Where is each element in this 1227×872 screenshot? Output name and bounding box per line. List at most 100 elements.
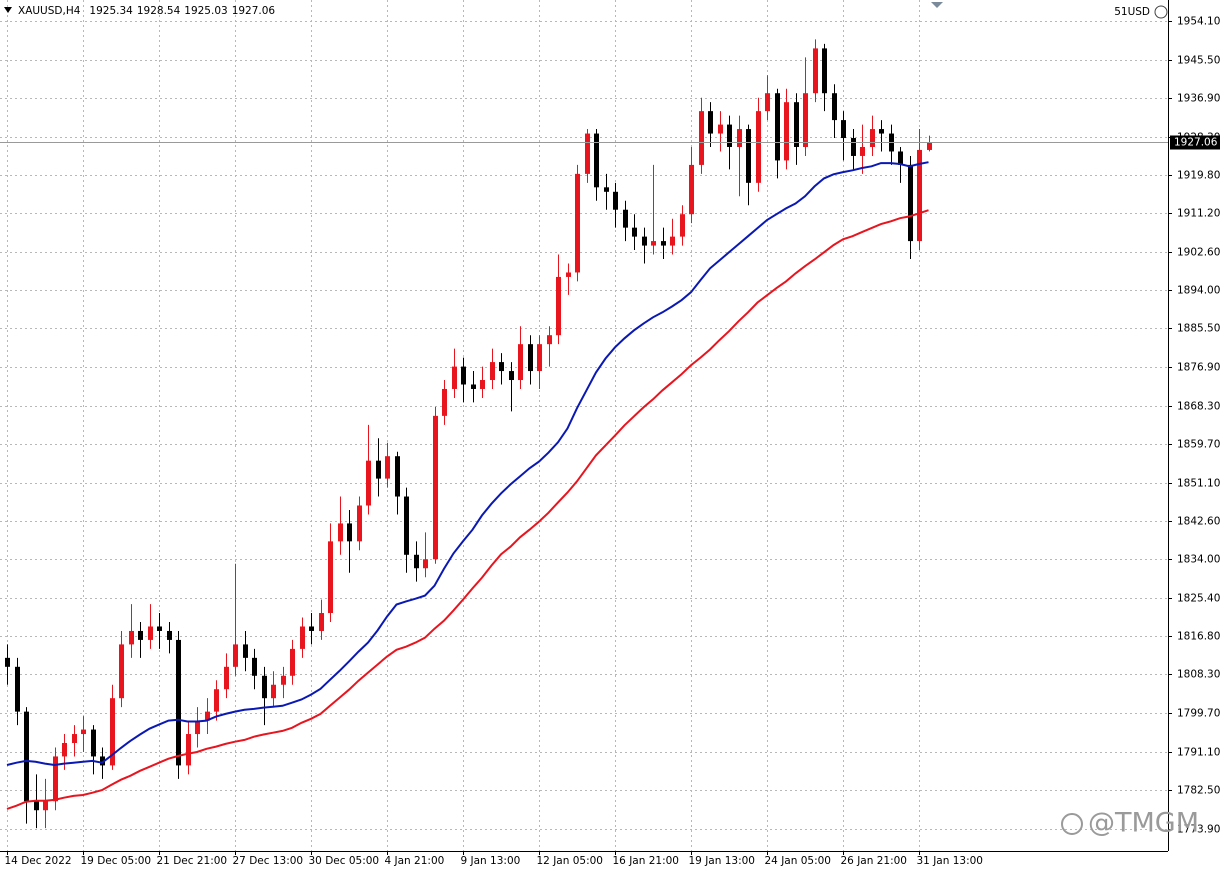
candle-body — [300, 626, 305, 649]
account-icon[interactable] — [1154, 5, 1168, 19]
y-tick-label: 1954.10 — [1177, 16, 1220, 28]
candle-body — [186, 734, 191, 766]
y-tick-label: 1808.30 — [1177, 669, 1220, 681]
candle-body — [214, 689, 219, 712]
candle-body — [452, 366, 457, 389]
y-tick-label: 1834.00 — [1177, 554, 1220, 566]
moving-average — [6, 161, 929, 767]
header-low: 1925.03 — [184, 5, 227, 17]
y-tick-label: 1868.30 — [1177, 401, 1220, 413]
y-tick-label: 1876.90 — [1177, 362, 1220, 374]
candle-body — [347, 523, 352, 542]
candle-body — [547, 335, 552, 345]
candle-body — [461, 366, 466, 385]
candle-body — [110, 698, 115, 766]
candle-body — [585, 133, 590, 174]
menu-arrow[interactable] — [4, 7, 12, 13]
candle-body — [480, 380, 485, 389]
y-tick-label: 1919.80 — [1177, 170, 1220, 182]
price-tag — [1170, 135, 1220, 150]
x-tick-label: 19 Dec 05:00 — [81, 855, 152, 867]
candle-body — [632, 227, 637, 237]
candle-body — [81, 729, 86, 735]
candle-body — [490, 362, 495, 381]
candle-body — [737, 129, 742, 147]
candle-body — [613, 191, 618, 210]
candle-body — [290, 648, 295, 676]
y-tick-label: 1945.50 — [1177, 55, 1220, 67]
y-tick-label: 1859.70 — [1177, 439, 1220, 451]
candle-body — [442, 388, 447, 416]
candle-body — [309, 626, 314, 631]
y-tick-label: 1782.50 — [1177, 785, 1220, 797]
candle-body — [24, 711, 29, 802]
shift-marker — [931, 2, 943, 8]
x-tick-label: 24 Jan 05:00 — [765, 855, 831, 867]
candle-body — [53, 756, 58, 802]
candle-body — [243, 644, 248, 658]
header-high: 1928.54 — [137, 5, 181, 17]
candle-body — [414, 554, 419, 569]
candle-body — [803, 93, 808, 147]
candle-body — [832, 93, 837, 121]
candle-body — [670, 236, 675, 246]
candle-body — [575, 173, 580, 273]
candle-body — [879, 129, 884, 134]
x-tick-label: 30 Dec 05:00 — [309, 855, 380, 867]
candle-body — [908, 164, 913, 242]
y-tick-label: 1791.10 — [1177, 747, 1220, 759]
candle-body — [271, 684, 276, 699]
candle-body — [43, 801, 48, 811]
y-tick-label: 1894.00 — [1177, 285, 1220, 297]
candle-body — [718, 124, 723, 134]
candle-body — [642, 236, 647, 246]
y-tick-label: 1936.90 — [1177, 93, 1220, 105]
candle-body — [509, 371, 514, 381]
y-tick-label: 1885.50 — [1177, 323, 1220, 335]
candle-body — [604, 187, 609, 192]
y-tick-label: 1825.40 — [1177, 593, 1220, 605]
candle-body — [528, 344, 533, 372]
candle-body — [91, 729, 96, 757]
candle-body — [281, 675, 286, 685]
candle-body — [433, 415, 438, 560]
x-tick-label: 14 Dec 2022 — [5, 855, 72, 867]
candle-body — [651, 241, 656, 246]
candle-body — [727, 124, 732, 147]
candle-body — [499, 362, 504, 372]
candle-body — [195, 720, 200, 735]
candle-body — [623, 209, 628, 228]
candle-body — [233, 644, 238, 667]
candle-body — [34, 801, 39, 811]
candle-body — [262, 675, 267, 699]
account-label: 51USD — [1114, 6, 1150, 18]
candle-body — [927, 142, 932, 150]
x-tick-label: 27 Dec 13:00 — [233, 855, 304, 867]
candle-body — [100, 756, 105, 766]
watermark: @TMGM — [1088, 808, 1199, 839]
moving-average — [6, 209, 929, 810]
candle-body — [518, 344, 523, 381]
candle-body — [319, 613, 324, 631]
candle-body — [765, 93, 770, 112]
candle-body — [366, 460, 371, 506]
candle-body — [775, 93, 780, 161]
candle-body — [813, 48, 818, 94]
candle-body — [167, 630, 172, 640]
candle-body — [224, 666, 229, 690]
candle-body — [252, 657, 257, 676]
candle-body — [328, 541, 333, 614]
candle-body — [860, 146, 865, 156]
x-tick-label: 4 Jan 21:00 — [385, 855, 445, 867]
watermark-logo — [1061, 813, 1083, 835]
candle-body — [385, 456, 390, 479]
candle-body — [357, 505, 362, 542]
candle-body — [471, 384, 476, 389]
candle-body — [148, 626, 153, 640]
candle-body — [870, 129, 875, 147]
candle-body — [5, 657, 10, 667]
x-tick-label: 12 Jan 05:00 — [537, 855, 603, 867]
candle-body — [157, 626, 162, 631]
